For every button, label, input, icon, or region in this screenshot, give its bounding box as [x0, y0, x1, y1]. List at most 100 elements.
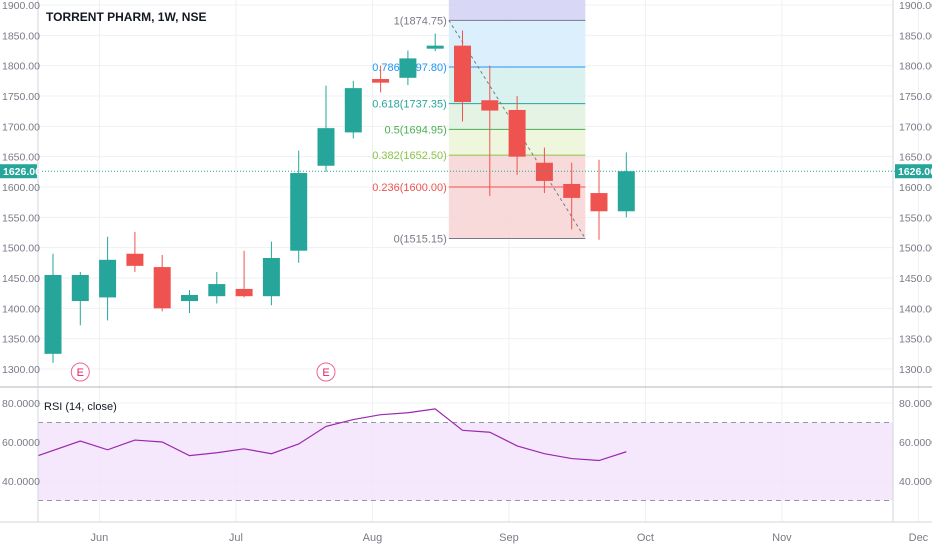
candle[interactable]: [317, 85, 335, 172]
candle[interactable]: [563, 162, 581, 230]
price-tick-left: 1450.00: [2, 273, 40, 285]
time-axis-label: Oct: [637, 532, 654, 544]
price-tick-right: 1700.00: [899, 121, 932, 133]
fib-level-label: 0.5(1694.95): [384, 124, 446, 136]
candle[interactable]: [535, 147, 553, 194]
rsi-tick-left: 80.0000: [2, 398, 40, 410]
rsi-tick-right: 40.0000: [899, 476, 932, 488]
time-axis-label: Sep: [499, 532, 519, 544]
rsi-tick-right: 80.0000: [899, 398, 932, 410]
candle-body[interactable]: [399, 58, 417, 78]
price-tick-left: 1750.00: [2, 91, 40, 103]
time-axis-label: Jul: [229, 532, 243, 544]
earnings-marker-icon[interactable]: [316, 362, 336, 382]
candle-body[interactable]: [290, 173, 308, 251]
candle[interactable]: [126, 231, 144, 272]
price-tick-left: 1700.00: [2, 121, 40, 133]
rsi-line[interactable]: [37, 408, 627, 462]
price-tick-right: 1600.00: [899, 182, 932, 194]
candle-body[interactable]: [99, 259, 117, 298]
candle-body[interactable]: [617, 171, 635, 212]
symbol-title: TORRENT PHARM, 1W, NSE: [46, 10, 206, 24]
candle[interactable]: [262, 241, 280, 306]
candle-body[interactable]: [372, 79, 390, 83]
price-tick-right: 1650.00: [899, 152, 932, 164]
price-tick-right: 1500.00: [899, 243, 932, 255]
candle[interactable]: [44, 253, 62, 363]
candle-body[interactable]: [153, 267, 171, 309]
candle-body[interactable]: [590, 193, 608, 212]
candle[interactable]: [153, 254, 171, 312]
time-axis-label: Nov: [772, 532, 792, 544]
candle-body[interactable]: [208, 284, 226, 297]
price-tick-left: 1900.00: [2, 0, 40, 12]
candle[interactable]: [399, 50, 417, 86]
current-price-badge-right: [895, 164, 932, 179]
time-axis-label: Dec: [909, 532, 929, 544]
rsi-label: RSI (14, close): [44, 401, 117, 413]
fib-zone-top: [448, 0, 586, 21]
candle[interactable]: [481, 65, 499, 197]
candle-body[interactable]: [235, 288, 253, 297]
candle-body[interactable]: [563, 183, 581, 198]
price-tick-left: 1300.00: [2, 364, 40, 376]
price-tick-left: 1850.00: [2, 30, 40, 42]
candle-body[interactable]: [454, 45, 471, 103]
earnings-marker-icon[interactable]: [70, 362, 90, 382]
price-tick-left: 1400.00: [2, 303, 40, 315]
time-axis-label: Jun: [91, 532, 109, 544]
candle[interactable]: [208, 271, 226, 304]
candle-body[interactable]: [508, 109, 526, 157]
time-axis-label: Aug: [363, 532, 383, 544]
price-tick-right: 1300.00: [899, 364, 932, 376]
candle-body[interactable]: [535, 162, 553, 181]
rsi-panel: RSI (14, close): [37, 401, 893, 501]
candle-body[interactable]: [126, 253, 144, 266]
price-tick-right: 1450.00: [899, 273, 932, 285]
rsi-band: [38, 422, 893, 501]
candle[interactable]: [617, 152, 635, 218]
fib-level-label: 1(1874.75): [394, 15, 447, 27]
candle-body[interactable]: [317, 128, 335, 166]
price-tick-right: 1350.00: [899, 334, 932, 346]
price-tick-left: 1650.00: [2, 152, 40, 164]
candle[interactable]: [99, 236, 117, 321]
candle[interactable]: [426, 33, 444, 52]
candle-body[interactable]: [481, 100, 499, 111]
current-price-badge-left: [0, 164, 37, 179]
rsi-tick-right: 60.0000: [899, 437, 932, 449]
candle[interactable]: [344, 80, 362, 139]
candle[interactable]: [290, 150, 308, 263]
candle[interactable]: [181, 290, 198, 314]
candle-body[interactable]: [344, 88, 362, 133]
fib-level-label: 0(1515.15): [394, 233, 447, 245]
candle[interactable]: [71, 271, 89, 326]
price-tick-left: 1800.00: [2, 61, 40, 73]
current-price-label-right: 1626.00: [898, 166, 932, 178]
price-tick-right: 1800.00: [899, 61, 932, 73]
candle-body[interactable]: [44, 274, 62, 354]
price-tick-right: 1400.00: [899, 303, 932, 315]
candle[interactable]: [372, 65, 390, 93]
price-tick-right: 1900.00: [899, 0, 932, 12]
candle-body[interactable]: [426, 45, 444, 49]
fib-level-label: 0.236(1600.00): [372, 182, 447, 194]
rsi-tick-left: 40.0000: [2, 476, 40, 488]
price-tick-right: 1750.00: [899, 91, 932, 103]
candle-body[interactable]: [71, 274, 89, 302]
candle[interactable]: [235, 250, 253, 298]
earnings-marker-label: E: [322, 367, 329, 379]
earnings-marker-label: E: [77, 367, 84, 379]
fib-zone: [448, 187, 586, 239]
candle[interactable]: [454, 30, 471, 122]
candle-body[interactable]: [181, 294, 198, 302]
fibonacci-retracement[interactable]: 1(1874.75)0.786(1797.80)0.618(1737.35)0.…: [372, 0, 586, 245]
rsi-tick-left: 60.0000: [2, 437, 40, 449]
candle-body[interactable]: [262, 257, 280, 297]
candle[interactable]: [508, 96, 526, 175]
candle[interactable]: [590, 159, 608, 240]
current-price-label-left: 1626.00: [3, 166, 41, 178]
